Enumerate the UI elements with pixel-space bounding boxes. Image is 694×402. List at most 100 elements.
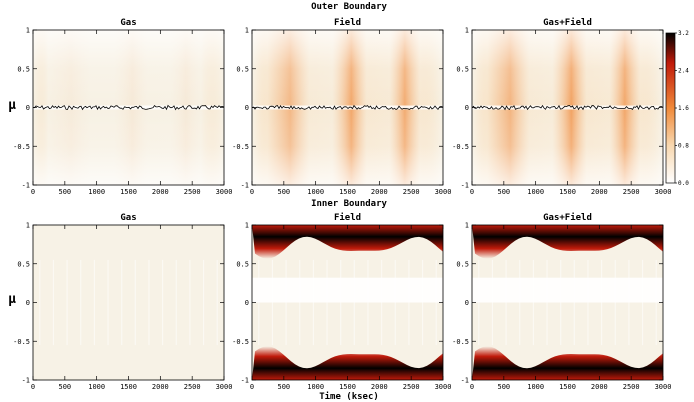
y-tick-label: 0 xyxy=(245,299,249,307)
y-tick-label: -0.5 xyxy=(13,143,30,151)
x-tick-label: 1500 xyxy=(339,188,356,196)
y-tick-label: -0.5 xyxy=(13,338,30,346)
y-axis-label-bottom: μ xyxy=(8,292,16,307)
y-tick-label: -1 xyxy=(22,377,30,385)
x-tick-label: 0 xyxy=(250,188,254,196)
x-tick-label: 1500 xyxy=(339,383,356,391)
x-tick-label: 500 xyxy=(59,383,72,391)
x-tick-label: 0 xyxy=(31,383,35,391)
panel-title: Gas xyxy=(120,18,136,28)
x-tick-label: 3000 xyxy=(216,188,233,196)
colorbar-tick-label: 1.6 xyxy=(678,105,689,112)
x-tick-label: 500 xyxy=(498,188,511,196)
panel-title: Field xyxy=(334,17,361,28)
x-tick-label: 1500 xyxy=(120,383,137,391)
x-axis-label: Time (ksec) xyxy=(319,391,379,402)
colorbar-tick-label: 0.0 xyxy=(678,180,689,187)
inner-boundary-label: Inner Boundary xyxy=(311,199,387,209)
x-tick-label: 3000 xyxy=(435,188,452,196)
y-tick-label: 1 xyxy=(245,222,249,230)
x-tick-label: 0 xyxy=(250,383,254,391)
heatmap-panel: Field 0 500 1000 1500 2000 2500 3000 1 0.5 0 -0.5 -1 xyxy=(232,17,451,196)
y-tick-label: -0.5 xyxy=(232,338,249,346)
y-tick-label: -1 xyxy=(241,377,249,385)
y-tick-label: 1 xyxy=(465,27,469,35)
heatmap-background xyxy=(33,225,224,380)
x-tick-label: 2500 xyxy=(184,383,201,391)
equator-band xyxy=(252,277,443,303)
y-tick-label: 0 xyxy=(465,299,469,307)
x-tick-label: 2000 xyxy=(591,188,608,196)
x-tick-label: 2000 xyxy=(371,383,388,391)
y-tick-label: -0.5 xyxy=(232,143,249,151)
y-tick-label: 0 xyxy=(26,299,30,307)
x-tick-label: 1000 xyxy=(527,188,544,196)
x-tick-label: 500 xyxy=(59,188,72,196)
colorbar-tick-label: 3.2 xyxy=(678,30,689,37)
x-tick-label: 1000 xyxy=(88,188,105,196)
heatmap-panel: Gas+Field 0 500 1000 1500 2000 2500 3000 1 0.5 0 -0… xyxy=(452,212,671,391)
y-tick-label: -0.5 xyxy=(452,143,469,151)
panel-title: Gas xyxy=(120,213,136,223)
y-tick-label: 1 xyxy=(26,222,30,230)
x-tick-label: 1500 xyxy=(120,188,137,196)
polar-band-south xyxy=(252,346,443,380)
x-tick-label: 2500 xyxy=(184,188,201,196)
x-tick-label: 1500 xyxy=(559,188,576,196)
panel-title: Gas+Field xyxy=(543,212,592,223)
x-tick-label: 3000 xyxy=(655,383,672,391)
polar-band-south xyxy=(472,346,663,380)
x-tick-label: 1000 xyxy=(307,383,324,391)
x-tick-label: 2500 xyxy=(623,383,640,391)
colorbar-gradient xyxy=(665,32,676,184)
x-tick-label: 3000 xyxy=(655,188,672,196)
equator-streak xyxy=(472,105,663,110)
y-axis-label-top: μ xyxy=(8,98,16,113)
y-tick-label: 0 xyxy=(465,104,469,112)
x-tick-label: 2500 xyxy=(403,188,420,196)
panel-title: Gas+Field xyxy=(543,17,592,28)
x-tick-label: 1000 xyxy=(307,188,324,196)
x-tick-label: 500 xyxy=(498,383,511,391)
equator-line xyxy=(472,104,663,111)
x-tick-label: 500 xyxy=(278,188,291,196)
colorbar: 3.2 2.4 1.6 0.8 0.0 xyxy=(665,30,689,187)
x-tick-label: 2000 xyxy=(152,383,169,391)
colorbar-tick-label: 0.8 xyxy=(678,143,689,150)
equator-line xyxy=(33,104,224,111)
x-tick-label: 2000 xyxy=(152,188,169,196)
colorbar-tick-label: 2.4 xyxy=(678,68,689,75)
x-tick-label: 3000 xyxy=(216,383,233,391)
x-tick-label: 2000 xyxy=(591,383,608,391)
y-tick-label: 0 xyxy=(26,104,30,112)
y-tick-label: -0.5 xyxy=(452,338,469,346)
polar-band-north xyxy=(252,225,443,259)
equator-band xyxy=(472,277,663,303)
heatmap-panel: Gas 0 500 1000 1500 2000 2500 3000 1 0.5 0 -0.5 -1 xyxy=(13,213,232,391)
y-tick-label: 0.5 xyxy=(236,260,249,268)
x-tick-label: 1000 xyxy=(527,383,544,391)
x-tick-label: 0 xyxy=(470,383,474,391)
y-tick-label: 0 xyxy=(245,104,249,112)
y-tick-label: 1 xyxy=(465,222,469,230)
y-tick-label: 0.5 xyxy=(17,260,30,268)
x-tick-label: 3000 xyxy=(435,383,452,391)
x-tick-label: 0 xyxy=(470,188,474,196)
polar-band-north xyxy=(472,225,663,259)
y-tick-label: 0.5 xyxy=(17,65,30,73)
x-tick-label: 1000 xyxy=(88,383,105,391)
panel-title: Field xyxy=(334,212,361,223)
heatmap-panel: Field 0 500 1000 1500 2000 2500 3000 1 0.5 0 -0.5 -1 xyxy=(232,212,451,391)
x-tick-label: 2500 xyxy=(623,188,640,196)
x-tick-label: 0 xyxy=(31,188,35,196)
y-tick-label: 0.5 xyxy=(236,65,249,73)
y-tick-label: -1 xyxy=(22,182,30,190)
outer-boundary-label: Outer Boundary xyxy=(311,2,387,12)
x-tick-label: 2500 xyxy=(403,383,420,391)
y-tick-label: 0.5 xyxy=(456,260,469,268)
equator-line xyxy=(252,104,443,111)
heatmap-panel: Gas+Field 0 500 1000 1500 2000 2500 3000 1 0.5 0 -0… xyxy=(452,17,671,196)
y-tick-label: -1 xyxy=(461,377,469,385)
y-tick-label: -1 xyxy=(241,182,249,190)
